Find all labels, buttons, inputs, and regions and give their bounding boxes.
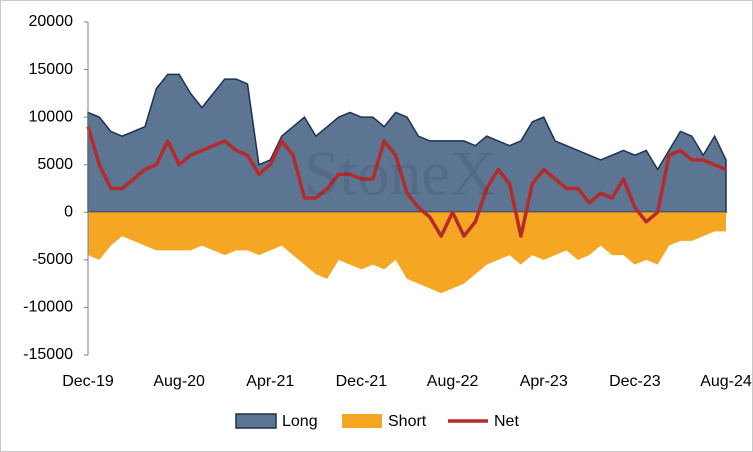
y-tick-label: -15000 [23, 346, 73, 363]
y-tick-label: 0 [64, 204, 73, 221]
area-long [87, 73, 727, 214]
y-tick-label: 10000 [29, 108, 74, 125]
y-tick-label: -10000 [23, 299, 73, 316]
y-tick-label: -5000 [32, 251, 73, 268]
plot-area [86, 73, 727, 294]
area-short [88, 212, 726, 294]
y-tick-label: 5000 [37, 156, 73, 173]
x-tick-label: Apr-23 [520, 373, 568, 390]
x-tick-label: Apr-21 [246, 373, 294, 390]
x-tick-label: Dec-21 [336, 373, 388, 390]
y-tick-label: 20000 [29, 13, 74, 30]
x-tick-label: Dec-19 [62, 373, 114, 390]
x-tick-label: Aug-20 [153, 373, 205, 390]
x-tick-label: Aug-22 [427, 373, 479, 390]
y-tick-label: 15000 [29, 61, 74, 78]
watermark: StoneX [304, 138, 496, 209]
legend-swatch [342, 414, 382, 428]
line-net [86, 126, 727, 238]
legend-label: Short [388, 413, 427, 430]
x-tick-label: Dec-23 [609, 373, 661, 390]
x-tick-label: Aug-24 [700, 373, 752, 390]
legend-label: Net [494, 413, 519, 430]
legend-label: Long [282, 413, 318, 430]
legend-swatch [235, 413, 277, 429]
